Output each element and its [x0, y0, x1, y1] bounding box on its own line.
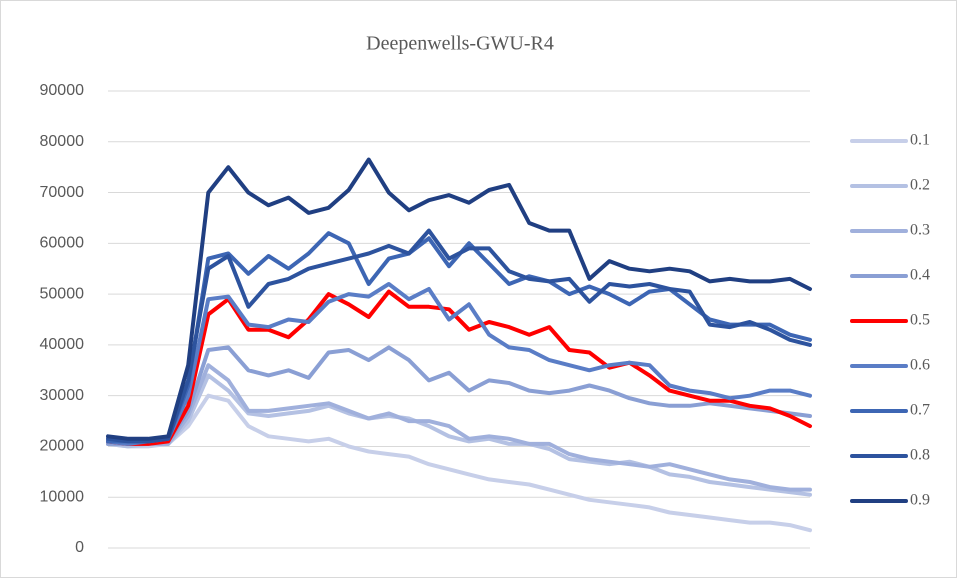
- y-tick-label: 80000: [40, 133, 85, 150]
- legend-label: 0.9: [910, 492, 930, 509]
- y-tick-label: 20000: [40, 438, 85, 455]
- legend-label: 0.3: [910, 222, 930, 239]
- series-line: [106, 289, 812, 446]
- chart-title: Deepenwells-GWU-R4: [366, 33, 554, 55]
- series-line: [106, 373, 812, 497]
- legend-label: 0.2: [910, 177, 930, 194]
- legend-label: 0.8: [910, 447, 930, 464]
- legend-label: 0.5: [910, 312, 930, 329]
- series-line: [106, 282, 812, 446]
- series-line: [106, 157, 812, 441]
- series-line: [106, 363, 812, 492]
- y-tick-label: 90000: [40, 82, 85, 99]
- y-tick-label: 0: [75, 539, 84, 556]
- y-tick-label: 60000: [40, 235, 85, 252]
- y-tick-label: 50000: [40, 285, 85, 302]
- series-line: [106, 393, 812, 533]
- legend-label: 0.4: [910, 267, 930, 284]
- series-line: [106, 345, 812, 446]
- series-line: [106, 228, 812, 444]
- legend-label: 0.7: [910, 402, 930, 419]
- y-tick-label: 30000: [40, 387, 85, 404]
- y-tick-label: 10000: [40, 488, 85, 505]
- y-tick-label: 70000: [40, 184, 85, 201]
- legend-label: 0.6: [910, 357, 930, 374]
- y-tick-label: 40000: [40, 336, 85, 353]
- legend-label: 0.1: [910, 132, 930, 149]
